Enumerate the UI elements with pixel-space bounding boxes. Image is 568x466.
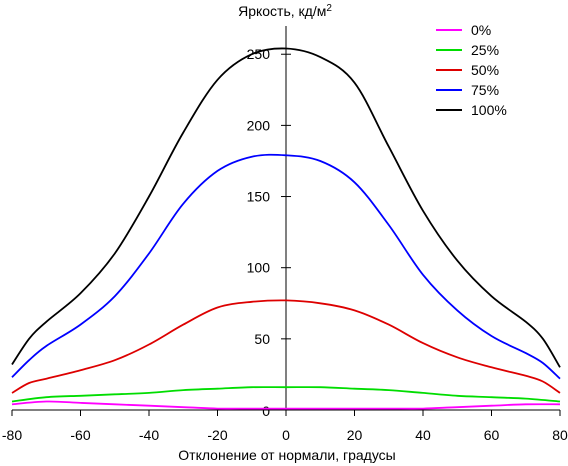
x-tick-label: 80 <box>552 427 568 443</box>
legend-label-0: 0% <box>471 22 491 38</box>
x-tick-label: -80 <box>2 427 22 443</box>
legend-label-1: 25% <box>471 42 499 58</box>
x-axis-label: Отклонение от нормали, градусы <box>178 447 395 463</box>
legend-label-2: 50% <box>471 62 499 78</box>
series-line-3 <box>11 153 561 380</box>
x-tick-label: -60 <box>70 427 90 443</box>
legend: 0% 25% 50% 75% 100% <box>436 22 507 118</box>
y-tick-label: 200 <box>247 117 271 133</box>
x-tick-label: -20 <box>207 427 227 443</box>
x-tick-group: -80 -60 -40 -20 0 20 40 60 80 <box>2 410 568 443</box>
x-tick-label: -40 <box>139 427 159 443</box>
series-line-0 <box>11 400 561 410</box>
series-line-4 <box>11 47 561 368</box>
x-tick-label: 20 <box>347 427 363 443</box>
chart-title: Яркость, кд/м2 <box>238 3 332 19</box>
chart-title-superscript: 2 <box>326 3 332 14</box>
x-tick-label: 60 <box>484 427 500 443</box>
series-line-2 <box>11 299 561 394</box>
series-lines <box>11 47 561 410</box>
x-tick-label: 40 <box>415 427 431 443</box>
y-tick-label: 150 <box>247 189 271 205</box>
y-tick-label-zero: 0 <box>262 403 270 419</box>
y-tick-label: 50 <box>254 331 270 347</box>
legend-label-3: 75% <box>471 82 499 98</box>
y-tick-label: 100 <box>247 260 271 276</box>
series-line-1 <box>11 386 561 403</box>
x-tick-label: 0 <box>282 427 290 443</box>
legend-label-4: 100% <box>471 102 507 118</box>
